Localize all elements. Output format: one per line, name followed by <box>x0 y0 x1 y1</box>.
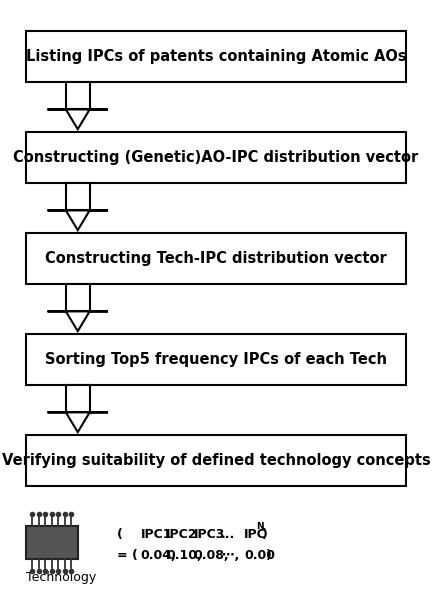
Text: Technology: Technology <box>26 571 96 584</box>
Bar <box>26 31 406 81</box>
Bar <box>66 183 89 210</box>
Polygon shape <box>48 210 108 230</box>
Text: Verifying suitability of defined technology concepts: Verifying suitability of defined technol… <box>2 453 430 468</box>
Bar <box>66 81 89 109</box>
Text: Sorting Top5 frequency IPCs of each Tech: Sorting Top5 frequency IPCs of each Tech <box>45 352 387 367</box>
Text: ): ) <box>262 528 268 541</box>
Text: Constructing (Genetic)AO-IPC distribution vector: Constructing (Genetic)AO-IPC distributio… <box>13 150 419 165</box>
Text: = (: = ( <box>117 549 137 562</box>
Text: IPC: IPC <box>244 528 267 541</box>
Polygon shape <box>48 311 108 331</box>
Text: 0.08,: 0.08, <box>194 549 229 562</box>
Text: ...: ... <box>220 528 235 541</box>
Bar <box>26 526 78 558</box>
Bar <box>26 435 406 486</box>
Text: IPC2: IPC2 <box>166 528 198 541</box>
Text: 0.00: 0.00 <box>244 549 275 562</box>
Bar <box>66 385 89 412</box>
Polygon shape <box>48 412 108 432</box>
Text: ): ) <box>266 549 272 562</box>
Text: N: N <box>256 522 264 532</box>
Text: (: ( <box>117 528 123 541</box>
Bar <box>26 334 406 385</box>
Polygon shape <box>48 109 108 129</box>
Bar <box>26 132 406 183</box>
Text: ⋯,: ⋯, <box>222 549 239 562</box>
Bar <box>26 233 406 284</box>
Text: 0.04,: 0.04, <box>140 549 176 562</box>
Text: Constructing Tech-IPC distribution vector: Constructing Tech-IPC distribution vecto… <box>45 251 387 266</box>
Text: 0.10,: 0.10, <box>166 549 202 562</box>
Text: Listing IPCs of patents containing Atomic AOs: Listing IPCs of patents containing Atomi… <box>25 49 407 64</box>
Bar <box>66 284 89 311</box>
Text: IPC1: IPC1 <box>140 528 172 541</box>
Text: IPC3: IPC3 <box>194 528 225 541</box>
